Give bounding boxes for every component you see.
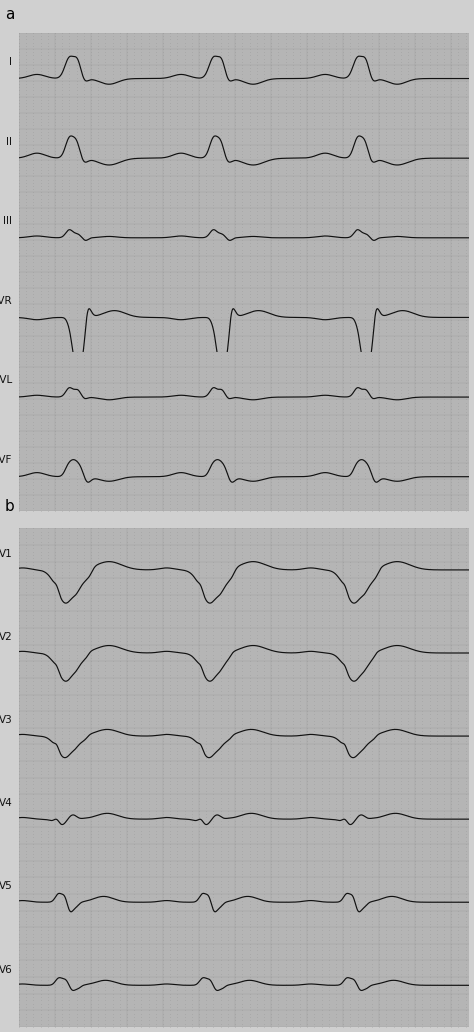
- Text: aVF: aVF: [0, 455, 12, 465]
- Text: III: III: [3, 216, 12, 226]
- Text: V3: V3: [0, 715, 12, 725]
- Text: V2: V2: [0, 633, 12, 642]
- Text: a: a: [5, 7, 14, 22]
- Text: II: II: [6, 136, 12, 147]
- Text: aVR: aVR: [0, 296, 12, 305]
- Text: V1: V1: [0, 549, 12, 559]
- Text: b: b: [5, 499, 15, 514]
- Text: V5: V5: [0, 881, 12, 892]
- Text: I: I: [9, 57, 12, 67]
- Text: aVL: aVL: [0, 376, 12, 386]
- Text: V6: V6: [0, 965, 12, 974]
- Text: V4: V4: [0, 799, 12, 808]
